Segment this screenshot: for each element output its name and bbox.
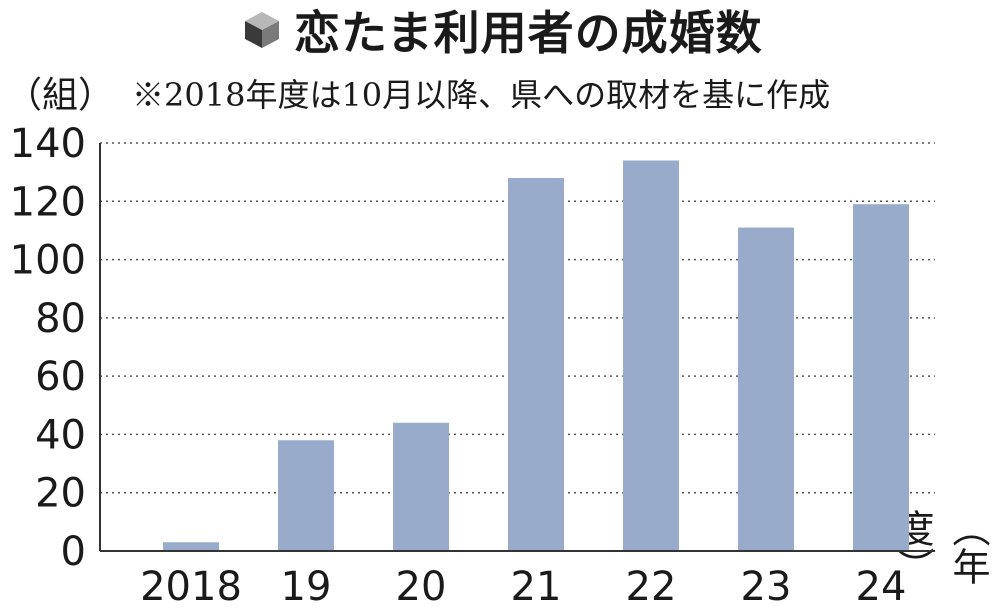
bar-22 (623, 160, 679, 551)
y-tick-label: 60 (35, 354, 86, 400)
bar-24 (853, 204, 909, 551)
bar-2018 (163, 542, 219, 551)
grid-lines (100, 142, 935, 494)
x-tick-label: 20 (396, 564, 447, 610)
cube-icon (245, 12, 279, 48)
y-axis-unit: （組） (6, 75, 115, 116)
x-tick-label: 2018 (140, 564, 242, 610)
x-tick-label: 23 (741, 564, 792, 610)
tick-labels: 0 20 40 60 80 100 120 140 2018 19 20 21 22 23 24 (10, 121, 907, 610)
y-tick-label: 120 (10, 179, 86, 225)
x-tick-label: 22 (626, 564, 677, 610)
bar-19 (278, 440, 334, 551)
bars (163, 160, 909, 551)
y-tick-label: 20 (35, 471, 86, 517)
source-note: ※2018年度は10月以降、県への取材を基に作成 (132, 76, 831, 114)
x-tick-label: 21 (511, 564, 562, 610)
y-tick-label: 0 (61, 529, 86, 575)
y-tick-label: 140 (10, 121, 86, 167)
chart-title: 恋たま利用者の成婚数 (294, 6, 763, 60)
x-tick-label: 24 (856, 564, 907, 610)
axes (99, 143, 935, 552)
bar-21 (508, 177, 564, 551)
y-tick-label: 80 (35, 296, 86, 342)
bar-23 (738, 227, 794, 551)
x-tick-label: 19 (281, 564, 332, 610)
title-row: 恋たま利用者の成婚数 (242, 2, 763, 60)
y-tick-label: 100 (10, 238, 86, 284)
bar-20 (393, 422, 449, 551)
y-tick-label: 40 (35, 412, 86, 458)
